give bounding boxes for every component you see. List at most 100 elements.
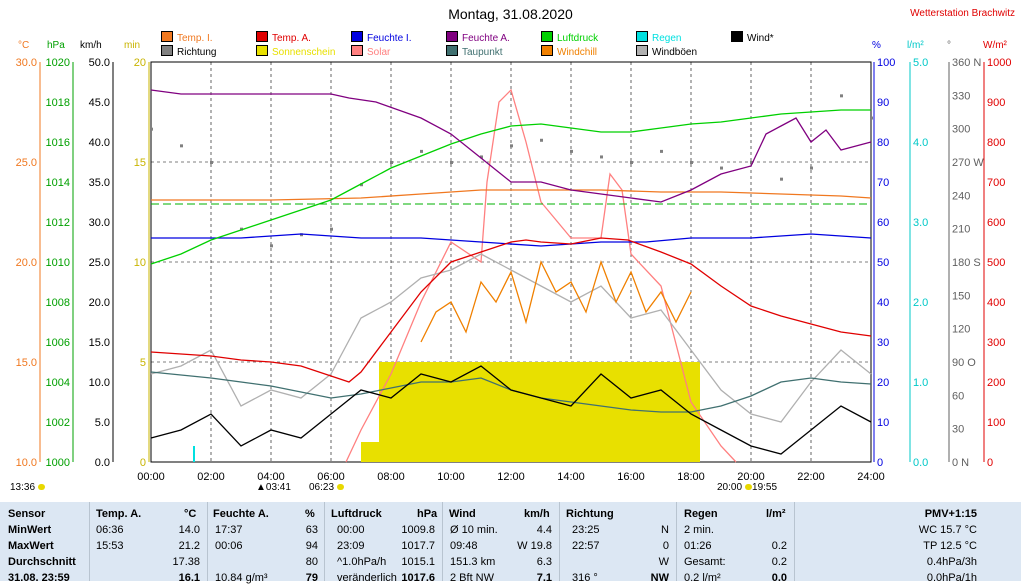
unit-direction: ° [947,40,951,51]
x-tick-label: 24:00 [857,471,885,483]
solar-tick-label: 300 [987,337,1005,349]
direction-dot [180,144,183,148]
header-temp-unit: °C [184,508,197,520]
direction-dot [780,177,783,181]
header-pmv: PMV+1:15 [924,508,977,520]
x-tick-label: 18:00 [677,471,705,483]
unit-pressure: hPa [47,40,65,51]
x-tick-label: 08:00 [377,471,405,483]
direction-tick-label: 180 S [952,257,981,269]
direction-tick-label: 120 [952,324,970,336]
legend-item: Solar [351,45,390,58]
unit-humidity: % [872,40,881,51]
solar-tick-label: 100 [987,417,1005,429]
legend-item: Temp. A. [256,31,311,44]
direction-tick-label: 150 [952,290,970,302]
wind-tick-label: 25.0 [89,257,110,269]
axes: 00:00 02:00 04:00 06:00 08:00 10:00 12:00 14:00… [16,57,1012,483]
press-cell-value: 1009.8 [401,524,435,536]
header-dir: Richtung [566,508,614,520]
dir-cell-label: 23:25 [572,524,600,536]
legend-item: Windböen [636,45,697,58]
legend-swatch [446,31,458,42]
sunshine-bar [451,362,481,462]
legend-item: Regen [636,31,681,44]
humidity-tick-label: 90 [877,97,889,109]
legend-label: Feuchte A. [462,33,510,44]
wind-cell-value: 7.1 [536,572,552,584]
solar-tick-label: 600 [987,217,1005,229]
sun-tick-label: 10 [134,257,146,269]
press-cell-label: ^1.0hPa/h [337,556,387,568]
pressure-tick-label: 1000 [46,457,70,469]
solar-tick-label: 1000 [987,57,1011,69]
solar-tick-label: 200 [987,377,1005,389]
weather-chart: 00:00 02:00 04:00 06:00 08:00 10:00 12:00 14:00… [16,57,1012,483]
rain-cell-label: Gesamt: [684,556,726,568]
sunshine-bar [379,362,391,462]
temp-cell-value: 17.38 [172,556,200,568]
sun-dot-icon [337,484,345,490]
sun-dot-icon [38,484,46,490]
col-press [324,502,325,581]
x-tick-label: 16:00 [617,471,645,483]
header-hum-unit: % [305,508,315,520]
marker-sunrise-time: 13:36 [10,482,46,493]
legend-item: Luftdruck [541,31,598,44]
pmv-cell: WC 15.7 °C [918,524,977,536]
pressure-tick-label: 1006 [46,337,70,349]
press-cell-label: veränderlich [337,572,397,584]
wind-cell-label: 151.3 km [450,556,496,568]
x-tick-label: 12:00 [497,471,525,483]
sunshine-bar [571,362,601,462]
legend-label: Feuchte I. [367,33,412,44]
wind-cell-label: 2 Bft NW [450,572,495,584]
pressure-tick-label: 1018 [46,97,70,109]
pmv-cell: 0.4hPa/3h [926,556,977,568]
direction-tick-label: 330 [952,90,970,102]
direction-dot [480,155,483,159]
direction-tick-label: 240 [952,190,970,202]
legend-label: Luftdruck [557,33,599,44]
row-label-now: 31.08. 23:59 [8,572,70,584]
press-cell-value: 1015.1 [401,556,435,568]
temp-cell-value: 21.2 [178,540,200,552]
press-cell-label: 00:00 [337,524,365,536]
unit-rain: l/m² [907,40,924,51]
legend-swatch [446,45,458,56]
temp-cell-value: 16.1 [178,572,200,584]
pressure-tick-label: 1012 [46,217,70,229]
direction-tick-label: 360 N [952,57,981,69]
direction-dot [330,227,333,231]
legend-swatch [541,31,553,42]
sunshine-bar [541,362,571,462]
sun-tick-label: 5 [140,357,146,369]
rain-tick-label: 0.0 [913,457,928,469]
series-windchill-line [420,259,692,343]
direction-tick-label: 0 N [952,457,969,469]
header-press-unit: hPa [417,508,438,520]
solar-tick-label: 800 [987,137,1005,149]
rain-cell-label: 0.2 l/m² [684,572,721,584]
unit-wind: km/h [80,40,102,51]
legend-item: Feuchte A. [446,31,510,44]
humidity-tick-label: 50 [877,257,889,269]
wind-cell-label: Ø 10 min. [450,524,498,536]
legend-swatch [351,31,363,42]
wind-tick-label: 10.0 [89,377,110,389]
temp-tick-label: 20.0 [16,257,37,269]
wind-tick-label: 45.0 [89,97,110,109]
header-temp: Temp. A. [96,508,142,520]
header-wind: Wind [449,508,476,520]
direction-dot [660,149,663,153]
rain-tick-label: 3.0 [913,217,928,229]
wind-cell-label: 09:48 [450,540,478,552]
direction-dot [720,166,723,170]
pressure-tick-label: 1014 [46,177,70,189]
direction-dot [210,161,213,164]
direction-dot [510,144,513,148]
x-tick-label: 10:00 [437,471,465,483]
legend-item: Wind* [731,31,774,44]
x-tick-label: 06:00 [317,471,345,483]
sunshine-bar [361,442,379,462]
